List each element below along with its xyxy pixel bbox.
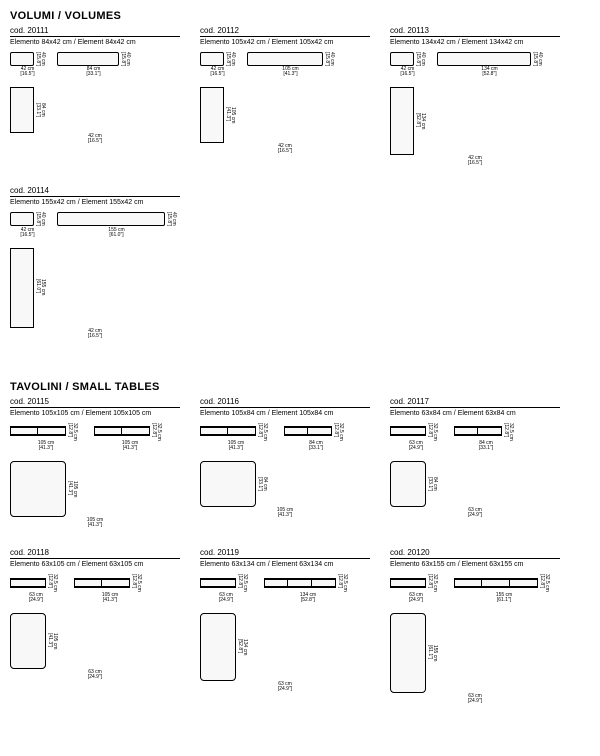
catalog-item: cod. 20113 Elemento 134x42 cm / Element … [390,26,560,166]
divider [390,407,560,408]
item-element: Elemento 105x84 cm / Element 105x84 cm [200,410,370,417]
side-view: 40 cm[15.8"] 155 cm[61.0"] [57,212,176,237]
catalog-item: cod. 20111 Elemento 84x42 cm / Element 8… [10,26,180,166]
front-view: 40 cm[15.8"] 42 cm[16.5"] [200,52,235,77]
item-code: cod. 20119 [200,548,370,557]
divider [390,558,560,559]
front-view: 40 cm[15.8"] 42 cm[16.5"] [10,212,45,237]
catalog-item: cod. 20118 Elemento 63x105 cm / Element … [10,548,180,704]
item-code: cod. 20112 [200,26,370,35]
catalog-item: cod. 20115 Elemento 105x105 cm / Element… [10,397,180,529]
side-view: 32.5 cm[12.8"] 134 cm[52.8"] [264,574,352,603]
catalog-item: cod. 20114 Elemento 155x42 cm / Element … [10,186,180,338]
item-views: 32.5 cm[12.8"] 105 cm[41.3"] 32.5 cm[12.… [10,423,180,452]
item-views: 32.5 cm[12.8"] 63 cm[24.9"] 32.5 cm[12.8… [390,423,560,452]
item-views: 32.5 cm[12.8"] 105 cm[41.3"] 32.5 cm[12.… [200,423,370,452]
catalog-item: cod. 20117 Elemento 63x84 cm / Element 6… [390,397,560,529]
divider [390,36,560,37]
front-view: 40 cm[15.8"] 42 cm[16.5"] [10,52,45,77]
item-element: Elemento 63x84 cm / Element 63x84 cm [390,410,560,417]
side-view: 40 cm[15.8"] 134 cm[52.8"] [437,52,542,77]
side-view: 40 cm[15.8"] 84 cm[33.1"] [57,52,130,77]
item-views: 40 cm[15.8"] 42 cm[16.5"] 40 cm[15.8"] 8… [10,52,180,77]
item-element: Elemento 134x42 cm / Element 134x42 cm [390,39,560,46]
item-code: cod. 20118 [10,548,180,557]
item-views: 40 cm[15.8"] 42 cm[16.5"] 40 cm[15.8"] 1… [10,212,180,237]
side-view: 32.5 cm[12.8"] 155 cm[61.1"] [454,574,554,603]
catalog-page: VOLUMI / VOLUMES cod. 20111 Elemento 84x… [10,10,590,716]
item-element: Elemento 84x42 cm / Element 84x42 cm [10,39,180,46]
catalog-item: cod. 20116 Elemento 105x84 cm / Element … [200,397,370,529]
item-element: Elemento 105x105 cm / Element 105x105 cm [10,410,180,417]
item-grid: cod. 20111 Elemento 84x42 cm / Element 8… [10,26,590,351]
item-code: cod. 20116 [200,397,370,406]
item-views: 32.5 cm[12.8"] 63 cm[24.9"] 32.5 cm[12.8… [200,574,370,603]
item-views: 32.5 cm[12.8"] 63 cm[24.9"] 32.5 cm[12.8… [10,574,180,603]
side-view: 40 cm[15.8"] 105 cm[41.3"] [247,52,334,77]
front-view: 32.5 cm[12.8"] 105 cm[41.3"] [10,423,82,452]
item-code: cod. 20117 [390,397,560,406]
item-views: 40 cm[15.8"] 42 cm[16.5"] 40 cm[15.8"] 1… [390,52,560,77]
top-view: 105 cm[41.3"] 63 cm[24.9"] [10,613,180,680]
item-grid: cod. 20115 Elemento 105x105 cm / Element… [10,397,590,717]
side-view: 32.5 cm[12.8"] 84 cm[33.1"] [454,423,518,452]
item-element: Elemento 63x105 cm / Element 63x105 cm [10,561,180,568]
item-code: cod. 20111 [10,26,180,35]
top-view: 105 cm[41.3"] 42 cm[16.5"] [200,87,370,154]
item-element: Elemento 105x42 cm / Element 105x42 cm [200,39,370,46]
item-element: Elemento 63x134 cm / Element 63x134 cm [200,561,370,568]
item-element: Elemento 63x155 cm / Element 63x155 cm [390,561,560,568]
item-code: cod. 20113 [390,26,560,35]
top-view: 105 cm[41.3"] 105 cm[41.3"] [10,461,180,528]
top-view: 84 cm[33.1"] 63 cm[24.9"] [390,461,560,518]
section-title: TAVOLINI / SMALL TABLES [10,381,590,393]
front-view: 40 cm[15.8"] 42 cm[16.5"] [390,52,425,77]
side-view: 32.5 cm[12.8"] 105 cm[41.3"] [94,423,166,452]
top-view: 84 cm[33.1"] 105 cm[41.3"] [200,461,370,518]
front-view: 32.5 cm[12.8"] 105 cm[41.3"] [200,423,272,452]
front-view: 32.5 cm[12.8"] 63 cm[24.9"] [200,574,252,603]
front-view: 32.5 cm[12.8"] 63 cm[24.9"] [390,423,442,452]
divider [10,196,180,197]
item-views: 32.5 cm[12.8"] 63 cm[24.9"] 32.5 cm[12.8… [390,574,560,603]
divider [200,407,370,408]
divider [10,407,180,408]
side-view: 32.5 cm[12.8"] 105 cm[41.3"] [74,574,146,603]
top-view: 155 cm[61.0"] 42 cm[16.5"] [10,248,180,339]
front-view: 32.5 cm[12.8"] 63 cm[24.9"] [10,574,62,603]
side-view: 32.5 cm[12.8"] 84 cm[33.1"] [284,423,348,452]
section-title: VOLUMI / VOLUMES [10,10,590,22]
item-code: cod. 20114 [10,186,180,195]
item-element: Elemento 155x42 cm / Element 155x42 cm [10,199,180,206]
catalog-item: cod. 20120 Elemento 63x155 cm / Element … [390,548,560,704]
front-view: 32.5 cm[12.8"] 63 cm[24.9"] [390,574,442,603]
catalog-item: cod. 20112 Elemento 105x42 cm / Element … [200,26,370,166]
top-view: 134 cm[52.8"] 42 cm[16.5"] [390,87,560,166]
divider [10,558,180,559]
divider [200,558,370,559]
item-views: 40 cm[15.8"] 42 cm[16.5"] 40 cm[15.8"] 1… [200,52,370,77]
divider [10,36,180,37]
item-code: cod. 20120 [390,548,560,557]
top-view: 134 cm[52.8"] 63 cm[24.9"] [200,613,370,692]
item-code: cod. 20115 [10,397,180,406]
top-view: 84 cm[33.1"] 42 cm[16.5"] [10,87,180,144]
top-view: 155 cm[61.1"] 63 cm[24.9"] [390,613,560,704]
catalog-item: cod. 20119 Elemento 63x134 cm / Element … [200,548,370,704]
divider [200,36,370,37]
